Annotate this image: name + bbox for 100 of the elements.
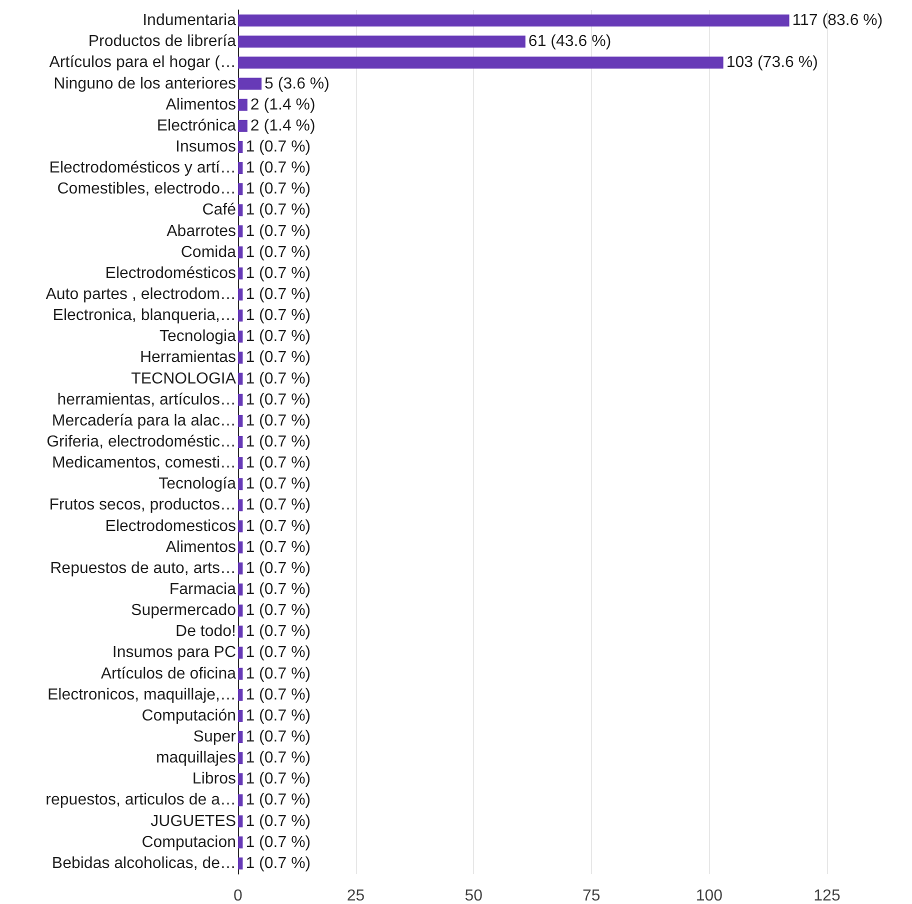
- y-tick-label: Libros: [192, 770, 236, 788]
- bar: [238, 120, 248, 132]
- data-label: 1 (0.7 %): [246, 665, 311, 682]
- bar: [238, 584, 243, 596]
- data-label: 2 (1.4 %): [250, 96, 316, 114]
- data-label: 1 (0.7 %): [246, 307, 311, 324]
- y-tick-label: Alimentos: [166, 538, 236, 556]
- bar: [238, 183, 243, 196]
- bar: [238, 78, 262, 90]
- y-tick-label: repuestos, articulos de a…: [46, 792, 236, 809]
- y-tick-label: TECNOLOGIA: [131, 370, 236, 388]
- data-label: 1 (0.7 %): [246, 349, 311, 366]
- data-label: 1 (0.7 %): [246, 707, 311, 724]
- data-label: 1 (0.7 %): [246, 202, 311, 219]
- bar: [238, 56, 724, 69]
- bar: [238, 857, 243, 870]
- y-tick-label: Mercadería para la alac…: [52, 412, 236, 430]
- data-label: 1 (0.7 %): [246, 222, 311, 240]
- bar: [238, 204, 243, 216]
- data-label: 1 (0.7 %): [246, 454, 311, 472]
- data-label: 1 (0.7 %): [246, 792, 311, 809]
- y-tick-label: Electronica, blanqueria,…: [52, 307, 236, 324]
- y-tick-label: De todo!: [176, 623, 236, 640]
- data-label: 1 (0.7 %): [246, 602, 311, 620]
- bar: [238, 688, 243, 701]
- data-label: 1 (0.7 %): [246, 244, 311, 261]
- y-tick-label: Computación: [142, 707, 236, 724]
- bar: [238, 562, 243, 574]
- y-tick-label: Electrodomesticos: [105, 518, 236, 535]
- data-label: 2 (1.4 %): [250, 117, 316, 134]
- data-label: 1 (0.7 %): [246, 370, 311, 388]
- y-tick-label: Medicamentos, comesti…: [52, 454, 236, 472]
- data-label: 1 (0.7 %): [246, 750, 311, 767]
- bar: [238, 352, 243, 364]
- data-label: 1 (0.7 %): [246, 476, 311, 493]
- data-label: 1 (0.7 %): [246, 496, 311, 514]
- y-tick-label: Griferia, electrodoméstic…: [46, 434, 236, 450]
- data-label: 1 (0.7 %): [246, 623, 311, 640]
- y-tick-label: Tecnologia: [160, 328, 236, 346]
- y-tick-label: Frutos secos, productos…: [49, 496, 236, 514]
- y-tick-label: Tecnología: [158, 476, 236, 493]
- bar: [238, 414, 243, 427]
- y-tick-label: Electrodomésticos: [105, 264, 236, 282]
- data-label: 1 (0.7 %): [246, 391, 311, 408]
- bar: [238, 457, 243, 470]
- bar: [238, 646, 243, 659]
- data-label: 1 (0.7 %): [246, 412, 311, 430]
- data-label: 1 (0.7 %): [246, 138, 311, 156]
- bar: [238, 773, 243, 786]
- data-label: 1 (0.7 %): [246, 728, 311, 746]
- data-label: 1 (0.7 %): [246, 581, 311, 598]
- y-tick-label: Electrónica: [156, 117, 236, 134]
- y-tick-label: Bebidas alcoholicas, de…: [52, 854, 236, 872]
- data-label: 1 (0.7 %): [246, 286, 311, 303]
- data-label: 1 (0.7 %): [246, 180, 311, 198]
- data-label: 1 (0.7 %): [246, 644, 311, 662]
- y-tick-label: maquillajes: [156, 750, 236, 767]
- x-tick-label: 0: [234, 888, 243, 904]
- bar: [238, 752, 243, 764]
- data-label: 117 (83.6 %): [792, 12, 883, 30]
- bar: [238, 478, 243, 490]
- x-tick-label: 75: [582, 888, 600, 904]
- y-tick-label: Insumos: [176, 138, 236, 156]
- bar: [238, 246, 243, 258]
- y-tick-label: Indumentaria: [142, 12, 236, 30]
- bar: [238, 520, 243, 532]
- data-label: 1 (0.7 %): [246, 770, 311, 788]
- bar: [238, 836, 243, 848]
- bar: [238, 14, 790, 27]
- y-tick-label: Electrodomésticos y artí…: [49, 160, 236, 177]
- data-label: 5 (3.6 %): [264, 75, 330, 92]
- y-tick-label: Abarrotes: [166, 222, 236, 240]
- bar: [238, 394, 243, 406]
- bar: [238, 436, 243, 448]
- data-label: 1 (0.7 %): [246, 264, 311, 282]
- y-tick-label: Farmacia: [169, 581, 236, 598]
- data-label: 1 (0.7 %): [246, 812, 311, 830]
- y-tick-label: Comestibles, electrodo…: [57, 180, 236, 198]
- y-tick-label: Electronicos, maquillaje,…: [47, 686, 236, 704]
- data-label: 1 (0.7 %): [246, 834, 311, 851]
- data-label: 1 (0.7 %): [246, 160, 311, 177]
- data-label: 1 (0.7 %): [246, 518, 311, 535]
- data-label: 1 (0.7 %): [246, 538, 311, 556]
- bar: [238, 225, 243, 238]
- bar: [238, 36, 526, 48]
- y-tick-label: Café: [202, 202, 236, 219]
- y-tick-label: Productos de librería: [88, 33, 236, 50]
- data-label: 1 (0.7 %): [246, 854, 311, 872]
- data-label: 1 (0.7 %): [246, 434, 311, 450]
- bar: [238, 626, 243, 638]
- bar: [238, 140, 243, 153]
- y-tick-label: Alimentos: [166, 96, 236, 114]
- bar: [238, 668, 243, 680]
- y-tick-label: Computacion: [142, 834, 236, 851]
- y-tick-label: Artículos para el hogar (…: [49, 54, 236, 72]
- y-tick-label: Ninguno de los anteriores: [54, 75, 236, 92]
- y-tick-label: Supermercado: [131, 602, 236, 620]
- bar: [238, 815, 243, 828]
- x-tick-label: 25: [346, 888, 365, 904]
- data-label: 1 (0.7 %): [246, 560, 311, 577]
